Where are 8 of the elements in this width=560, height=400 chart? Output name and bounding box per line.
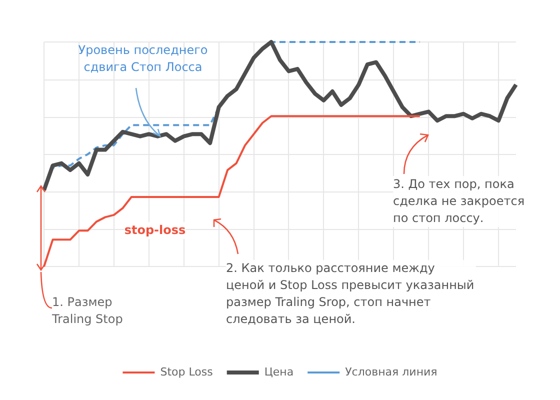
annotation: 3. До тех пор, пока сделка не закроется по стоп лоссу.	[393, 176, 543, 227]
legend-label: Stop Loss	[160, 365, 214, 378]
text: 1. Размер Traling Stop	[52, 294, 124, 328]
legend-label: Цена	[264, 365, 294, 378]
annotation: stop-loss	[124, 222, 186, 239]
legend-label: Условная линия	[345, 365, 438, 378]
annotation: Уровень последнего сдвига Стоп Лосса	[77, 42, 209, 76]
annotation: 2. Как только расстояние между ценой и Stop Loss превысит указанный размер Traling Srop, стоп начнет следовать за ценой.	[226, 260, 476, 328]
